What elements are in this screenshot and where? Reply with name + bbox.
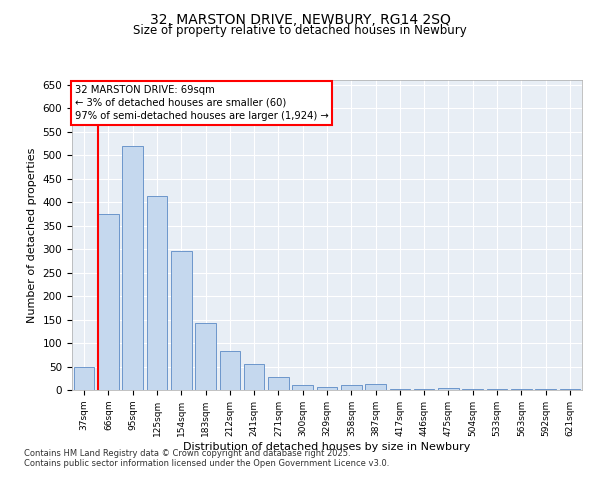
Bar bbox=[535, 388, 556, 390]
Text: Contains public sector information licensed under the Open Government Licence v3: Contains public sector information licen… bbox=[24, 458, 389, 468]
Bar bbox=[244, 364, 265, 390]
Bar bbox=[560, 388, 580, 390]
Y-axis label: Number of detached properties: Number of detached properties bbox=[27, 148, 37, 322]
Bar bbox=[220, 351, 240, 390]
Bar bbox=[317, 386, 337, 390]
Bar bbox=[292, 386, 313, 390]
Bar bbox=[195, 323, 216, 390]
Bar bbox=[365, 384, 386, 390]
Bar bbox=[146, 196, 167, 390]
Bar bbox=[171, 250, 191, 390]
Text: 32, MARSTON DRIVE, NEWBURY, RG14 2SQ: 32, MARSTON DRIVE, NEWBURY, RG14 2SQ bbox=[149, 12, 451, 26]
X-axis label: Distribution of detached houses by size in Newbury: Distribution of detached houses by size … bbox=[184, 442, 470, 452]
Bar bbox=[438, 388, 459, 390]
Text: 32 MARSTON DRIVE: 69sqm
← 3% of detached houses are smaller (60)
97% of semi-det: 32 MARSTON DRIVE: 69sqm ← 3% of detached… bbox=[74, 84, 328, 121]
Bar bbox=[122, 146, 143, 390]
Bar bbox=[268, 377, 289, 390]
Bar bbox=[487, 388, 508, 390]
Bar bbox=[98, 214, 119, 390]
Text: Contains HM Land Registry data © Crown copyright and database right 2025.: Contains HM Land Registry data © Crown c… bbox=[24, 448, 350, 458]
Text: Size of property relative to detached houses in Newbury: Size of property relative to detached ho… bbox=[133, 24, 467, 37]
Bar bbox=[463, 388, 483, 390]
Bar bbox=[341, 386, 362, 390]
Bar bbox=[414, 388, 434, 390]
Bar bbox=[389, 388, 410, 390]
Bar bbox=[511, 389, 532, 390]
Bar bbox=[74, 366, 94, 390]
